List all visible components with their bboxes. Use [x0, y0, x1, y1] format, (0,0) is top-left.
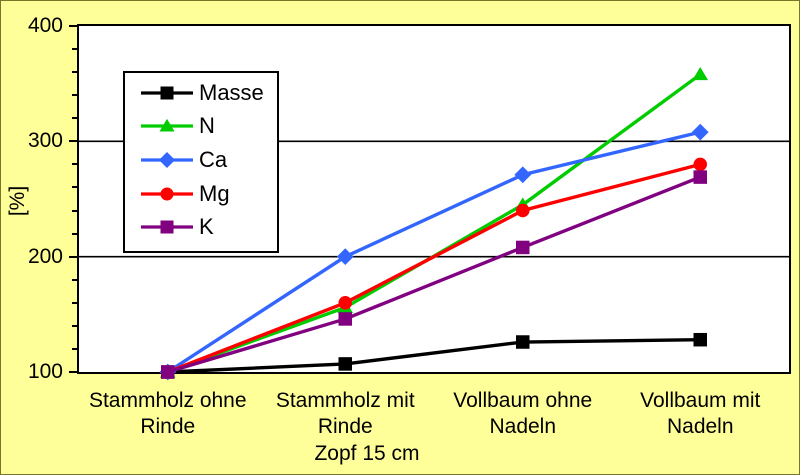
data-point-k-2 [516, 240, 530, 255]
legend-label: Masse [199, 79, 264, 105]
square-marker-icon [141, 220, 193, 234]
legend: Masse N Ca Mg K [123, 71, 279, 253]
legend-label: Mg [199, 180, 230, 206]
y-minor-tick-mark [72, 117, 79, 120]
y-minor-tick-mark [72, 94, 79, 97]
y-minor-tick-mark [72, 186, 79, 189]
x-category-label-0: Stammholz ohne Rinde [88, 389, 247, 438]
series-masse [161, 332, 707, 379]
y-major-tick-mark [69, 255, 79, 258]
x-category-label-2: Vollbaum ohne Nadeln [453, 389, 593, 438]
y-minor-tick-mark [72, 71, 79, 74]
legend-label: K [199, 214, 214, 240]
legend-item-masse: Masse [141, 77, 277, 109]
y-minor-tick-mark [72, 163, 79, 166]
data-point-mg-3 [693, 157, 707, 172]
data-point-k-0 [161, 365, 175, 379]
x-category-label-3: Vollbaum mit Nadeln [640, 389, 761, 438]
y-minor-tick-mark [72, 48, 79, 51]
y-major-tick-mark [69, 140, 79, 143]
triangle-marker-icon [141, 119, 193, 132]
diamond-marker-icon [141, 151, 193, 169]
data-point-n-3 [692, 67, 709, 81]
data-point-masse-3 [693, 332, 707, 347]
y-tick-label-400: 400 [27, 14, 63, 37]
data-point-mg-1 [338, 296, 352, 310]
data-point-masse-2 [516, 335, 530, 349]
x-category-label-1: Stammholz mit Rinde [275, 389, 415, 438]
y-minor-tick-mark [72, 232, 79, 235]
data-point-k-3 [693, 170, 707, 184]
data-point-ca-1 [336, 248, 354, 266]
legend-label: Ca [199, 146, 228, 172]
data-point-mg-2 [516, 203, 530, 218]
y-minor-tick-mark [72, 209, 79, 212]
legend-label: N [199, 113, 215, 139]
square-marker-icon [141, 86, 193, 100]
x-axis-note: Zopf 15 cm [314, 442, 420, 465]
y-axis-title: [%] [6, 185, 29, 217]
data-point-ca-3 [691, 123, 709, 141]
data-point-k-1 [338, 312, 352, 326]
y-minor-tick-mark [72, 324, 79, 327]
data-point-ca-2 [514, 166, 532, 184]
y-minor-tick-mark [72, 347, 79, 350]
y-minor-tick-mark [72, 301, 79, 304]
legend-item-ca: Ca [141, 144, 277, 176]
y-tick-label-100: 100 [27, 360, 63, 383]
legend-item-mg: Mg [141, 178, 277, 210]
y-major-tick-mark [69, 25, 79, 27]
y-tick-label-200: 200 [27, 244, 63, 268]
y-tick-label-300: 300 [27, 129, 63, 153]
legend-item-n: N [141, 110, 277, 142]
circle-marker-icon [141, 187, 193, 201]
data-point-masse-1 [338, 357, 352, 371]
series-k [161, 170, 707, 379]
y-minor-tick-mark [72, 278, 79, 281]
legend-item-k: K [141, 211, 277, 243]
y-major-tick-mark [69, 371, 79, 373]
